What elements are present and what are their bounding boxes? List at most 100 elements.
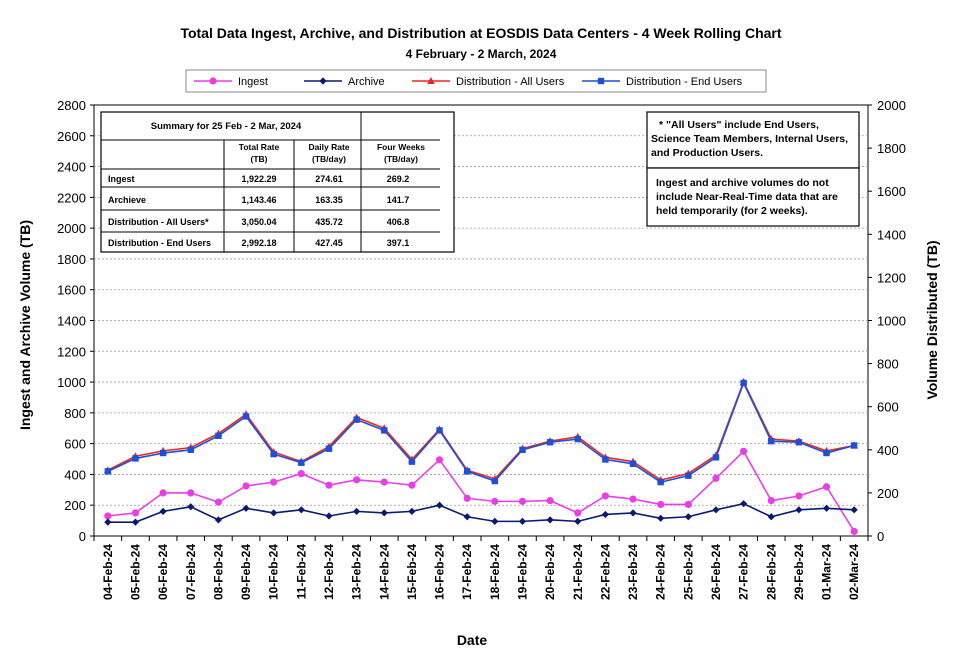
data-point (491, 477, 499, 485)
data-point (132, 455, 139, 462)
series-distribution-end-users (104, 379, 858, 486)
table-cell-total: 3,050.04 (241, 217, 276, 227)
x-tick-label: 07-Feb-24 (184, 544, 198, 600)
data-point (463, 468, 471, 475)
data-point (491, 517, 499, 525)
x-tick-label: 20-Feb-24 (543, 544, 557, 600)
x-tick-label: 12-Feb-24 (322, 544, 336, 600)
right-tick-label: 800 (877, 357, 899, 372)
note-text: and Production Users. (651, 147, 763, 159)
table-cell-daily: 435.72 (315, 217, 343, 227)
left-tick-label: 1400 (57, 314, 86, 329)
data-point (187, 446, 194, 453)
data-point (270, 478, 278, 486)
table-row-label: Distribution - End Users (108, 238, 211, 248)
x-tick-label: 28-Feb-24 (764, 544, 778, 600)
data-point (242, 413, 250, 420)
x-tick-label: 24-Feb-24 (654, 544, 668, 600)
data-point (740, 447, 748, 455)
data-point (159, 449, 167, 457)
data-point (435, 456, 444, 464)
x-tick-label: 13-Feb-24 (350, 544, 364, 600)
data-point (795, 439, 803, 446)
data-point (242, 504, 250, 512)
data-point (740, 379, 747, 387)
x-tick-label: 25-Feb-24 (681, 544, 695, 600)
data-point (436, 427, 443, 434)
legend-item: Distribution - End Users (582, 76, 743, 88)
note-text: Ingest and archive volumes do not (656, 177, 829, 189)
x-tick-label: 14-Feb-24 (377, 544, 391, 600)
right-tick-label: 1200 (877, 270, 906, 285)
data-point (104, 512, 112, 520)
data-point (684, 500, 692, 509)
data-point (353, 507, 361, 515)
x-tick-label: 17-Feb-24 (460, 544, 474, 600)
data-point (131, 509, 140, 517)
table-header: Four Weeks (377, 142, 425, 152)
data-point (270, 450, 277, 458)
data-point (381, 427, 388, 434)
right-tick-label: 600 (877, 400, 899, 415)
data-point (657, 514, 665, 522)
data-point (463, 513, 471, 521)
data-point (795, 492, 803, 500)
right-tick-label: 200 (877, 486, 899, 501)
left-tick-label: 0 (79, 529, 86, 544)
series-line (107, 502, 855, 523)
table-cell-daily: 163.35 (315, 195, 343, 205)
x-tick-label: 18-Feb-24 (488, 544, 502, 600)
table-cell-total: 1,143.46 (241, 195, 276, 205)
left-tick-label: 1800 (57, 252, 86, 267)
right-tick-label: 1000 (877, 314, 906, 329)
data-point (767, 513, 775, 521)
data-point (491, 497, 499, 505)
x-tick-label: 22-Feb-24 (598, 544, 612, 600)
data-point (209, 77, 217, 85)
x-tick-label: 11-Feb-24 (294, 544, 308, 600)
table-cell-total: 1,922.29 (241, 174, 276, 184)
x-tick-label: 09-Feb-24 (239, 544, 253, 600)
legend: Ingest Archive Distribution - All Users Dis… (185, 69, 767, 93)
left-tick-label: 1200 (57, 344, 86, 359)
table-cell-daily: 427.45 (315, 238, 343, 248)
x-tick-label: 06-Feb-24 (156, 544, 170, 600)
right-tick-label: 0 (877, 529, 884, 544)
data-point (629, 495, 637, 503)
data-point (519, 446, 526, 453)
summary-table-title: Summary for 25 Feb - 2 Mar, 2024 (151, 121, 302, 132)
notes: * "All Users" include End Users, Science … (646, 111, 860, 227)
data-point (629, 460, 637, 468)
left-tick-label: 2000 (57, 221, 86, 236)
x-tick-label: 15-Feb-24 (405, 544, 419, 600)
x-tick-label: 26-Feb-24 (709, 544, 723, 600)
data-point (380, 478, 388, 486)
x-tick-label: 23-Feb-24 (626, 544, 640, 600)
data-point (574, 435, 581, 443)
data-point (546, 496, 554, 505)
data-point (319, 77, 327, 85)
series-archive (104, 500, 858, 526)
left-axis-ticks: 0 200 400 600 800 1000 1200 1400 1600 1800 2000 220… (57, 98, 94, 544)
right-tick-label: 1400 (877, 227, 906, 242)
x-tick-label: 01-Mar-24 (820, 544, 834, 600)
legend-box (185, 69, 767, 93)
left-tick-label: 1600 (57, 283, 86, 298)
table-cell-four-weeks: 406.8 (387, 217, 410, 227)
data-point (768, 437, 775, 445)
table-header: Total Rate (239, 142, 280, 152)
x-tick-label: 10-Feb-24 (267, 544, 281, 600)
note-text: * "All Users" include End Users, (659, 119, 819, 131)
data-point (629, 509, 637, 517)
data-point (767, 496, 775, 505)
x-tick-label: 27-Feb-24 (737, 544, 751, 600)
right-tick-label: 1600 (877, 184, 906, 199)
data-point (518, 517, 527, 525)
data-point (242, 482, 250, 490)
x-axis-ticks: 04-Feb-24 05-Feb-24 06-Feb-24 07-Feb-24 08-F… (93, 536, 869, 600)
data-point (104, 468, 112, 475)
chart-title: Total Data Ingest, Archive, and Distribu… (180, 25, 781, 41)
table-header: (TB) (251, 154, 268, 164)
legend-label: Ingest (238, 76, 268, 88)
data-point (353, 416, 360, 423)
